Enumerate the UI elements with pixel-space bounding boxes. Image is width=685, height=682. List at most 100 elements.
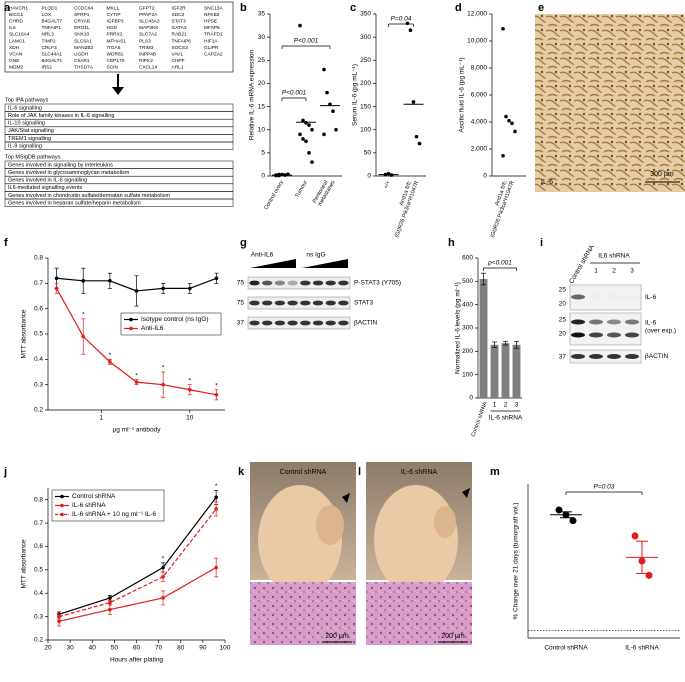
arrowhead <box>342 493 350 503</box>
blot-strip <box>569 312 642 346</box>
data-point <box>161 382 165 387</box>
gene: MAN2B2 <box>74 45 94 51</box>
data-point <box>331 109 335 113</box>
y-tick-label: 250 <box>360 57 371 64</box>
panel-letter: j <box>3 466 7 478</box>
y-tick-label: 200 <box>360 80 371 87</box>
scale-label: 300 µm <box>650 171 674 178</box>
gene: NFKB2 <box>204 12 220 18</box>
blot-band <box>607 354 621 359</box>
data-point <box>214 393 219 397</box>
y-tick-label: 12,000 <box>467 11 487 18</box>
panel-letter: f <box>4 237 8 249</box>
gene: CCDC64 <box>74 5 94 11</box>
y-tick-label: 35 <box>258 11 266 18</box>
y-tick-label: 6,000 <box>471 92 488 99</box>
blot-band <box>274 300 286 306</box>
gene: B4GALT1 <box>42 58 63 64</box>
blot-group: Anti-IL6 <box>251 252 274 259</box>
gene: XDH <box>9 45 20 51</box>
gene: TNFAIP1 <box>42 25 62 31</box>
list-row <box>4 141 234 150</box>
blot-band <box>607 294 621 300</box>
y-tick-label: 200 <box>462 348 473 355</box>
y-tick-label: 100 <box>360 126 371 133</box>
data-point <box>510 121 514 126</box>
image-label: IL-6 <box>541 179 553 186</box>
y-tick-label: 0 <box>483 173 487 180</box>
gene: HAVCR1 <box>9 5 28 11</box>
x-tick-label: 70 <box>155 645 163 652</box>
blot-band <box>571 319 585 325</box>
x-tick-label: 100 <box>220 645 231 652</box>
y-tick-label: 0.4 <box>34 590 43 597</box>
x-axis-label: Hours after plating <box>110 657 163 664</box>
y-tick-label: 300 <box>360 34 371 41</box>
annotation: p<0.001 <box>487 260 512 267</box>
blot-band <box>287 300 298 306</box>
annotation: P=0.04 <box>391 16 412 23</box>
data-point <box>108 607 112 612</box>
gene: GNE <box>9 58 19 64</box>
blot-band <box>262 320 273 326</box>
data-point <box>81 334 86 339</box>
gene: CRYAB <box>74 18 90 24</box>
data-point <box>54 286 59 291</box>
y-tick-label: 0.5 <box>34 331 43 338</box>
blot-band <box>625 354 639 359</box>
data-point <box>569 517 577 525</box>
y-axis-label: % Change over 21 days (tumorgraft vol.) <box>513 502 520 619</box>
y-tick-label: 15 <box>258 103 266 110</box>
panel-letter: a <box>4 2 11 14</box>
blot-band <box>249 280 260 286</box>
list-title: Top MSigDB pathways <box>5 154 61 160</box>
blot-strip <box>247 296 351 310</box>
list-item: Role of JAK family kinases in IL-6 signa… <box>8 113 114 119</box>
x-tick-label: 2 <box>504 402 508 409</box>
y-axis-label: MTT absorbance <box>21 539 28 588</box>
gene: GLIPR <box>204 45 219 51</box>
gene: TRAFD1 <box>204 32 223 38</box>
list-item: IL-6 signalling <box>8 105 42 111</box>
gene: BICC1 <box>9 12 23 18</box>
lane-label: 3 <box>630 268 634 275</box>
blot-band <box>589 294 603 300</box>
line <box>58 508 217 618</box>
ihc-image <box>535 14 685 192</box>
lane-group: IL6 shRNA <box>598 253 630 260</box>
blot-band <box>287 320 298 326</box>
blot-band <box>312 320 324 326</box>
gene: GFPT2 <box>139 5 155 11</box>
y-tick-label: 300 <box>462 325 473 332</box>
legend-label: IL-6 shRNA <box>72 502 106 509</box>
bar <box>490 344 499 398</box>
size-marker: 25 <box>559 287 567 294</box>
y-axis-label: Relative IL-6 mRNA expression <box>249 49 256 140</box>
blot-band <box>312 280 324 286</box>
blot-band <box>325 280 336 286</box>
list-row <box>4 198 234 207</box>
blot-band <box>571 294 585 300</box>
legend-marker <box>129 326 133 331</box>
y-tick-label: 50 <box>364 150 372 157</box>
gene: IL6 <box>9 25 16 31</box>
blot-band <box>262 300 273 306</box>
data-point <box>108 360 112 364</box>
gene: IRS1 <box>42 65 53 71</box>
line <box>58 496 217 615</box>
blot-strip <box>569 349 642 364</box>
y-tick-label: 0.8 <box>34 255 43 262</box>
list-item: IL-10 signalling <box>8 121 45 127</box>
gene-table-box <box>4 1 234 73</box>
gene: THSD7A <box>74 65 94 71</box>
y-tick-label: 100 <box>462 371 473 378</box>
gene: CXCL14 <box>139 65 157 71</box>
gene: UGDH <box>74 51 89 57</box>
blot-band <box>300 280 311 286</box>
legend-label: Isotype control (ns IgG) <box>141 316 209 323</box>
gene: MFAP5 <box>204 25 220 31</box>
band-label: βACTIN <box>354 320 378 327</box>
gene: CHPF <box>172 58 185 64</box>
legend-box <box>51 489 165 522</box>
band-label: βACTIN <box>645 353 669 360</box>
